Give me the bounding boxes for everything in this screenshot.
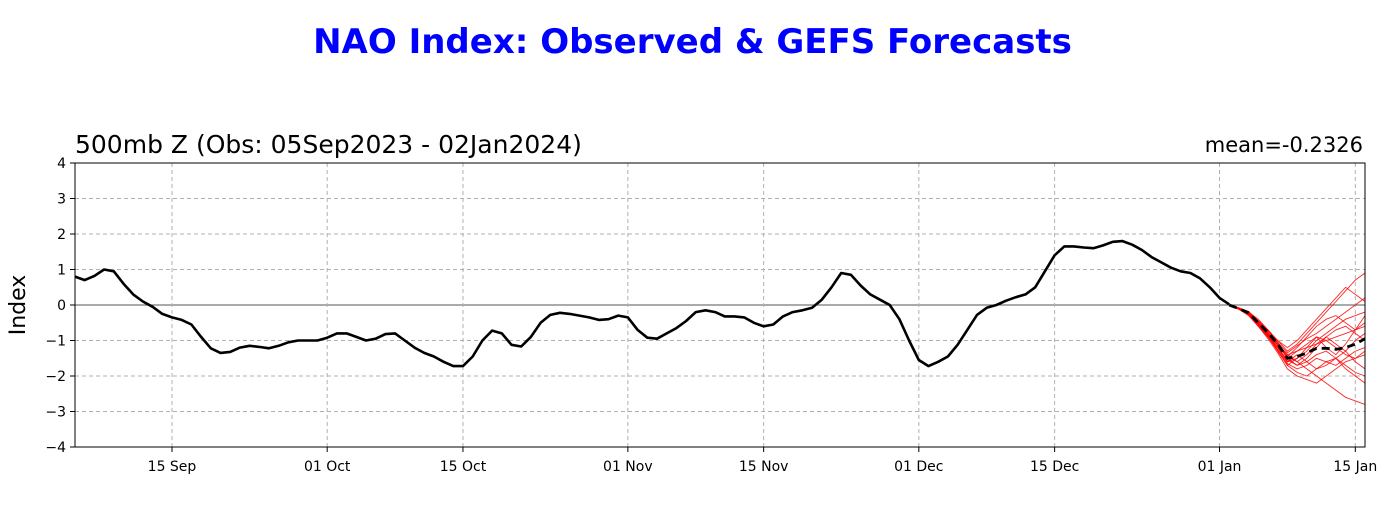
x-tick-label: 15 Jan [1333, 459, 1377, 475]
mean-label: mean=-0.2326 [1205, 133, 1363, 157]
y-tick-label: 1 [57, 263, 66, 279]
y-tick-label: 3 [57, 192, 66, 208]
x-tick-label: 15 Oct [440, 459, 487, 475]
y-tick-label: 2 [57, 227, 66, 243]
y-tick-label: −2 [45, 369, 66, 385]
x-tick-label: 01 Jan [1198, 459, 1242, 475]
y-tick-label: −4 [45, 440, 66, 456]
y-tick-label: −1 [45, 334, 66, 350]
ensemble-mean-line [1228, 303, 1366, 360]
ensemble-member-line [1229, 286, 1366, 349]
x-tick-label: 01 Dec [894, 459, 943, 475]
y-tick-label: 4 [57, 156, 66, 172]
grid-lines [75, 163, 1365, 447]
x-tick-label: 01 Nov [603, 459, 653, 475]
x-tick-label: 15 Dec [1030, 459, 1079, 475]
ensemble-members [1229, 272, 1366, 405]
y-tick-label: −3 [45, 405, 66, 421]
chart-subtitle: 500mb Z (Obs: 05Sep2023 - 02Jan2024) [75, 130, 582, 159]
x-tick-label: 15 Nov [739, 459, 789, 475]
ensemble-member-line [1229, 297, 1366, 354]
chart-title: NAO Index: Observed & GEFS Forecasts [313, 22, 1072, 62]
data-lines [74, 239, 1366, 368]
y-tick-label: 0 [57, 298, 66, 314]
y-axis-label: Index [6, 275, 31, 336]
x-tick-label: 15 Sep [148, 459, 197, 475]
observed-line [74, 239, 1230, 368]
x-tick-label: 01 Oct [304, 459, 351, 475]
axis-ticks: −4 −3 −2 −1 0 1 2 3 4 15 Sep 01 Oct 15 Oct 01 Nov 15 … [45, 156, 1377, 475]
